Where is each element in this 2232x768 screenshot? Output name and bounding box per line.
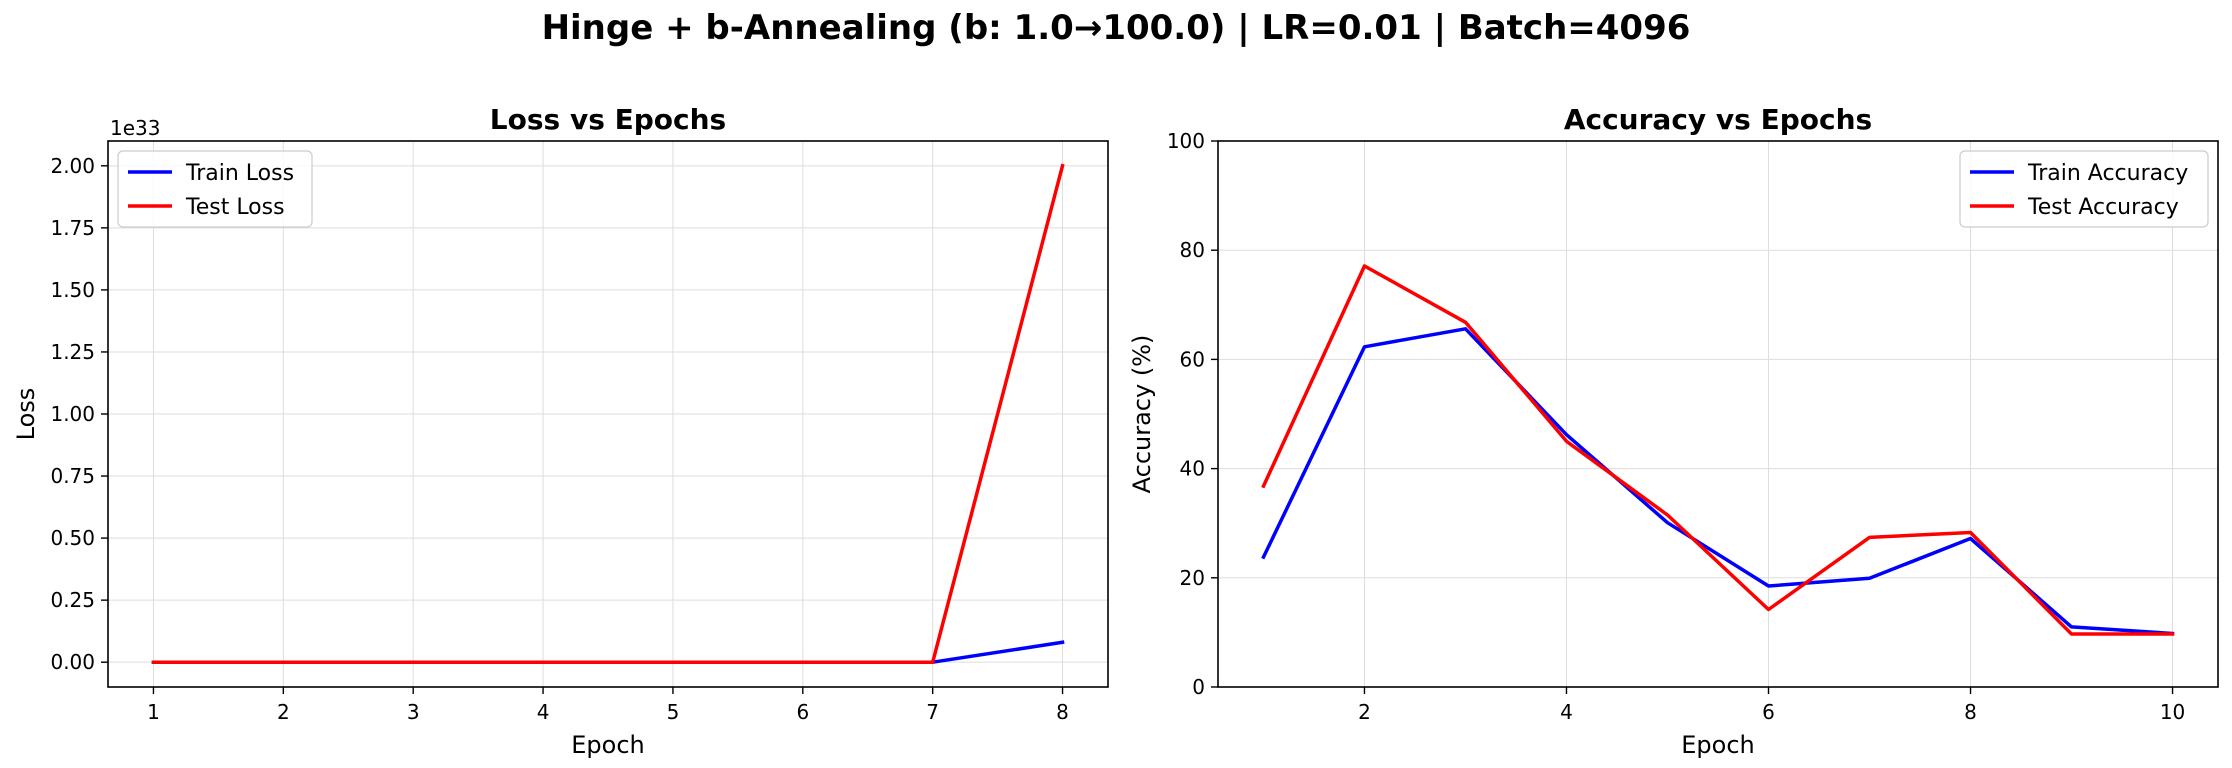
x-tick-label: 3 [407, 700, 420, 724]
x-tick-label: 8 [1964, 700, 1977, 724]
y-tick-label: 1.25 [50, 340, 95, 364]
series-line-test-loss [151, 163, 1065, 664]
x-tick-label: 7 [926, 700, 939, 724]
y-tick-label: 0.00 [50, 650, 95, 674]
x-tick-label: 6 [796, 700, 809, 724]
legend-entry-label: Test Loss [185, 195, 285, 220]
legend: Train Loss Test Loss [117, 150, 313, 228]
x-tick-label: 8 [1056, 700, 1069, 724]
x-tick-label: 1 [147, 700, 160, 724]
x-axis-label: Epoch [1681, 731, 1755, 759]
x-tick-label: 10 [2160, 700, 2185, 724]
figure-title: Hinge + b-Annealing (b: 1.0→100.0) | LR=… [541, 8, 1691, 48]
y-tick-label: 20 [1180, 566, 1205, 590]
chart-panel-1: 1 2 3 4 5 6 7 8 0.00 0.25 0.50 0.75 1.00 1.25 1.50 1.75… [12, 103, 1109, 759]
y-tick-label: 40 [1180, 457, 1205, 481]
y-tick-label: 80 [1180, 238, 1205, 262]
y-tick-label: 1.00 [50, 402, 95, 426]
y-tick-label: 0 [1192, 675, 1205, 699]
legend-box [117, 150, 313, 228]
legend-entry-label: Test Accuracy [2027, 195, 2179, 220]
series-line-train-loss [151, 640, 1065, 664]
y-axis-label: Loss [12, 388, 40, 441]
series-line-test-accuracy [1261, 264, 2175, 636]
y-offset-text: 1e33 [110, 116, 160, 140]
series-line-train-accuracy [1261, 327, 2175, 636]
legend-entry-label: Train Accuracy [2027, 161, 2188, 186]
legend: Train Accuracy Test Accuracy [1959, 150, 2209, 228]
x-tick-label: 2 [277, 700, 290, 724]
chart-title: Loss vs Epochs [490, 103, 726, 136]
x-tick-label: 4 [1560, 700, 1573, 724]
x-tick-label: 2 [1358, 700, 1371, 724]
y-tick-label: 0.25 [50, 588, 95, 612]
chart-title: Accuracy vs Epochs [1564, 103, 1872, 136]
legend-box [1959, 150, 2209, 228]
legend-entry-label: Train Loss [185, 161, 294, 186]
y-tick-label: 100 [1167, 129, 1205, 153]
x-tick-label: 6 [1762, 700, 1775, 724]
x-tick-label: 4 [537, 700, 550, 724]
x-axis-label: Epoch [571, 731, 645, 759]
plot-frame [1217, 140, 2219, 688]
y-tick-label: 1.75 [50, 216, 95, 240]
y-tick-label: 60 [1180, 347, 1205, 371]
y-tick-label: 1.50 [50, 278, 95, 302]
y-tick-label: 0.50 [50, 526, 95, 550]
y-tick-label: 0.75 [50, 464, 95, 488]
x-tick-label: 5 [667, 700, 680, 724]
y-tick-label: 2.00 [50, 154, 95, 178]
y-axis-label: Accuracy (%) [1128, 335, 1156, 494]
